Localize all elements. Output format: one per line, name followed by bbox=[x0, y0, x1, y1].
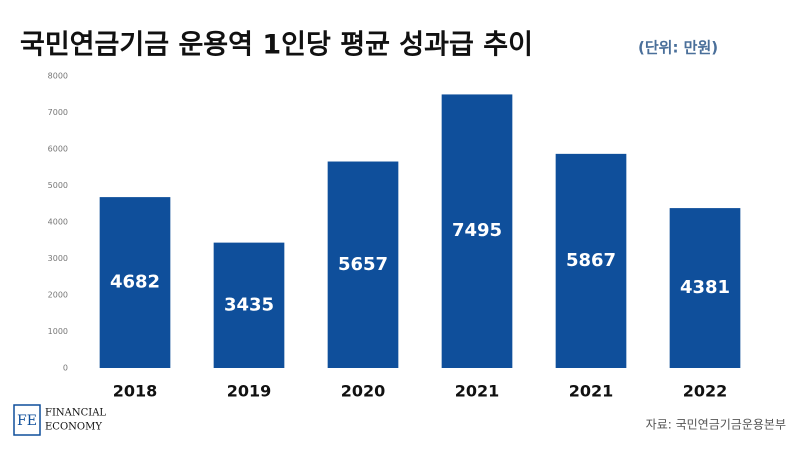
bar bbox=[327, 161, 399, 368]
source-note: 자료: 국민연금기금운용본부 bbox=[646, 418, 786, 432]
x-tick-label: 2021 bbox=[455, 382, 500, 401]
y-tick-label: 7000 bbox=[48, 108, 68, 117]
y-tick-label: 4000 bbox=[48, 218, 68, 227]
y-tick-label: 1000 bbox=[48, 327, 68, 336]
value-label: 3435 bbox=[224, 294, 274, 315]
x-tick-label: 2020 bbox=[341, 382, 386, 401]
logo-text: ECONOMY bbox=[45, 422, 102, 433]
bar bbox=[441, 94, 513, 369]
x-tick-label: 2019 bbox=[227, 382, 272, 401]
logo-mark: FE bbox=[17, 413, 37, 429]
y-tick-label: 6000 bbox=[48, 145, 68, 154]
y-tick-label: 8000 bbox=[48, 72, 68, 81]
chart-subtitle: (단위: 만원) bbox=[638, 39, 718, 57]
logo-box bbox=[13, 404, 41, 436]
value-label: 5657 bbox=[338, 254, 388, 275]
bar bbox=[669, 208, 741, 368]
chart-title: 국민연금기금 운용역 1인당 평균 성과급 추이 bbox=[20, 30, 533, 61]
y-tick-label: 2000 bbox=[48, 291, 68, 300]
y-tick-label: 5000 bbox=[48, 181, 68, 190]
bar bbox=[99, 197, 171, 368]
logo-text: FINANCIAL bbox=[45, 408, 106, 419]
bar bbox=[555, 153, 627, 368]
x-tick-label: 2021 bbox=[569, 382, 614, 401]
x-tick-label: 2022 bbox=[683, 382, 728, 401]
value-label: 7495 bbox=[452, 220, 502, 241]
y-tick-label: 0 bbox=[63, 364, 68, 373]
value-label: 4381 bbox=[680, 277, 730, 298]
logo: FE FINANCIAL ECONOMY bbox=[13, 404, 106, 436]
x-tick-label: 2018 bbox=[113, 382, 158, 401]
value-label: 4682 bbox=[110, 272, 160, 293]
y-tick-label: 3000 bbox=[48, 254, 68, 263]
bar bbox=[213, 242, 285, 368]
value-label: 5867 bbox=[566, 250, 616, 271]
